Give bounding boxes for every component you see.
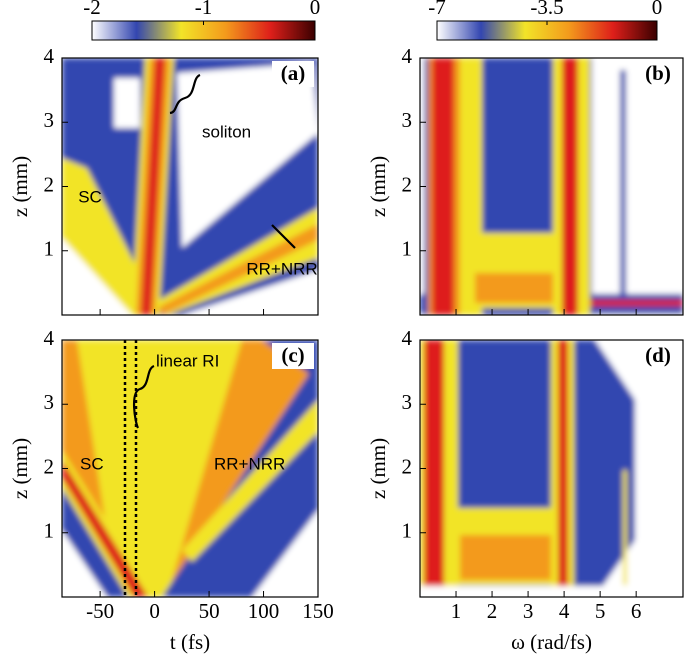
- x-tick-label: 0: [149, 599, 160, 623]
- y-tick-label: 1: [402, 519, 413, 543]
- heatmap-region: [420, 586, 683, 597]
- heatmap-region: [475, 273, 570, 303]
- colorbar-tick-label: 0: [652, 0, 663, 19]
- heatmap-region: [182, 400, 318, 562]
- heatmap-region: [562, 58, 578, 315]
- y-tick-label: 3: [402, 390, 413, 414]
- panel-label-box: [272, 343, 314, 369]
- annotation: RR+NRR: [214, 454, 285, 473]
- heatmap-field: [62, 58, 318, 315]
- panel-label: (b): [645, 61, 671, 85]
- panel-label: (a): [281, 61, 306, 85]
- y-tick-label: 4: [402, 44, 413, 68]
- x-axis-label: t (fs): [170, 630, 210, 654]
- y-tick-label: 2: [44, 172, 55, 196]
- heatmap-region: [424, 340, 444, 586]
- x-tick-label: 2: [487, 599, 498, 623]
- heatmap: [61, 339, 319, 598]
- colorbar-tick-label: -3.5: [530, 0, 563, 19]
- x-tick-label: 5: [595, 599, 606, 623]
- colorbar-tick-label: 0: [310, 0, 321, 19]
- y-tick-label: 2: [402, 172, 413, 196]
- heatmap-region: [141, 58, 165, 315]
- heatmap-region: [182, 270, 318, 315]
- panel-label-box: [637, 343, 679, 369]
- panel-label-box: [272, 61, 314, 87]
- panel-label: (c): [281, 343, 304, 367]
- x-tick-label: 3: [523, 599, 534, 623]
- y-tick-label: 4: [402, 326, 413, 350]
- heatmap-soft: [420, 58, 683, 315]
- heatmap-region: [62, 530, 107, 597]
- y-tick-label: 3: [402, 108, 413, 132]
- y-tick-label: 2: [44, 454, 55, 478]
- y-tick-label: 1: [44, 519, 55, 543]
- heatmap-region: [157, 224, 318, 315]
- heatmap-soft: [420, 340, 683, 597]
- x-tick-label: 50: [199, 599, 220, 623]
- heatmap-region: [558, 340, 568, 586]
- heatmap-field: [420, 58, 683, 315]
- x-tick-label: 150: [302, 599, 334, 623]
- heatmap-region: [460, 535, 560, 580]
- heatmap-region: [620, 70, 626, 298]
- heatmap-region: [252, 510, 318, 597]
- heatmap-region: [62, 450, 154, 597]
- y-tick-label: 3: [44, 390, 55, 414]
- heatmap-region: [623, 470, 627, 585]
- heatmap: [419, 339, 684, 598]
- x-tick-label: 6: [631, 599, 642, 623]
- y-tick-label: 1: [44, 237, 55, 261]
- y-tick-label: 3: [44, 108, 55, 132]
- colorbar-tick-label: -1: [195, 0, 213, 19]
- y-tick-label: 2: [402, 454, 413, 478]
- y-axis-label: z (mm): [366, 156, 390, 217]
- heatmap: [61, 57, 319, 316]
- heatmap-region: [177, 63, 318, 248]
- panel-label-box: [637, 61, 679, 87]
- y-axis-label: z (mm): [366, 438, 390, 499]
- y-tick-label: 4: [44, 326, 55, 350]
- y-tick-label: 4: [44, 44, 55, 68]
- annotation: SC: [80, 454, 104, 473]
- panel-label: (d): [645, 343, 671, 367]
- heatmap-field: [62, 340, 318, 597]
- colorbar-tick-label: -2: [83, 0, 101, 19]
- heatmap-soft: [62, 58, 318, 315]
- x-tick-label: 4: [559, 599, 570, 623]
- y-axis-label: z (mm): [8, 156, 32, 217]
- heatmap-region: [570, 300, 683, 306]
- annotation-pointer: [169, 73, 201, 115]
- heatmap-region: [62, 460, 148, 597]
- colorbar-tick-label: -7: [428, 0, 446, 19]
- annotation-pointer: [133, 364, 155, 429]
- heatmap-region: [62, 158, 147, 315]
- annotation: linear RI: [156, 351, 219, 370]
- heatmap-region: [114, 78, 140, 128]
- x-axis-label: ω (rad/fs): [511, 630, 592, 654]
- x-tick-label: -50: [86, 599, 114, 623]
- annotation: SC: [78, 187, 102, 206]
- x-tick-label: 1: [451, 599, 462, 623]
- y-axis-label: z (mm): [8, 438, 32, 499]
- annotation: RR+NRR: [246, 259, 317, 278]
- heatmap-region: [432, 58, 454, 315]
- annotation: soliton: [202, 122, 251, 141]
- y-tick-label: 1: [402, 237, 413, 261]
- heatmap-region: [77, 340, 242, 597]
- x-tick-label: 100: [248, 599, 280, 623]
- annotation-pointer: [271, 224, 296, 249]
- heatmap-field: [420, 340, 683, 597]
- heatmap: [419, 57, 684, 316]
